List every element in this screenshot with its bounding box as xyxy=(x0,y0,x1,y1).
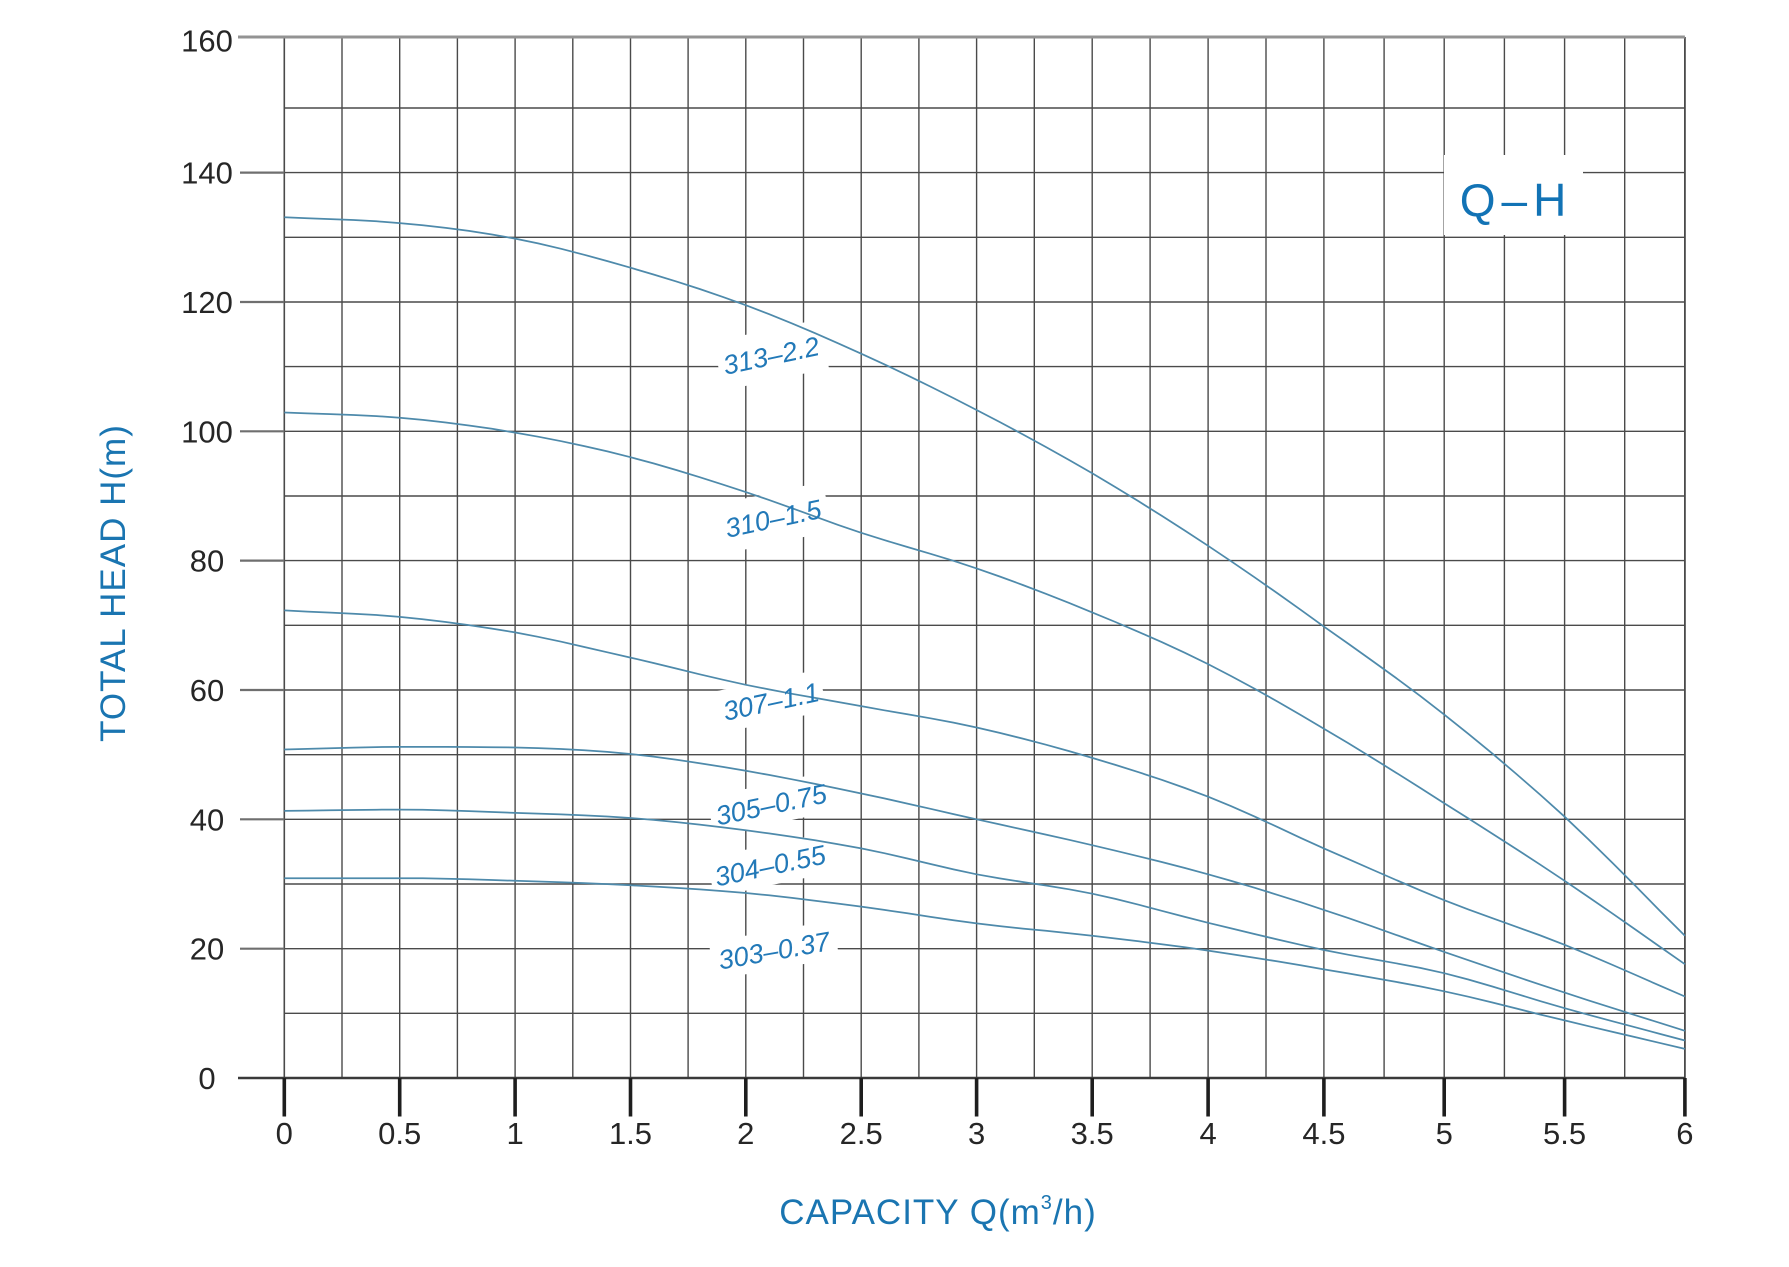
svg-text:CAPACITY Q(m3/h): CAPACITY Q(m3/h) xyxy=(779,1192,1097,1232)
svg-text:80: 80 xyxy=(190,544,224,579)
svg-text:100: 100 xyxy=(181,414,233,449)
svg-text:Q–H: Q–H xyxy=(1460,174,1573,226)
svg-text:40: 40 xyxy=(190,802,224,837)
svg-text:4.5: 4.5 xyxy=(1302,1116,1345,1151)
svg-text:0: 0 xyxy=(198,1061,215,1096)
svg-text:5.5: 5.5 xyxy=(1543,1116,1586,1151)
svg-text:4: 4 xyxy=(1199,1116,1216,1151)
svg-text:20: 20 xyxy=(190,932,224,967)
svg-text:TOTAL HEAD H(m): TOTAL HEAD H(m) xyxy=(94,424,133,742)
svg-text:60: 60 xyxy=(190,673,224,708)
svg-text:6: 6 xyxy=(1676,1116,1693,1151)
svg-text:0.5: 0.5 xyxy=(378,1116,421,1151)
svg-text:120: 120 xyxy=(181,285,233,320)
svg-text:140: 140 xyxy=(181,156,233,191)
svg-text:1.5: 1.5 xyxy=(609,1116,652,1151)
svg-text:1: 1 xyxy=(506,1116,523,1151)
svg-text:2.5: 2.5 xyxy=(840,1116,883,1151)
svg-text:3.5: 3.5 xyxy=(1071,1116,1114,1151)
svg-text:5: 5 xyxy=(1436,1116,1453,1151)
svg-text:2: 2 xyxy=(737,1116,754,1151)
svg-text:0: 0 xyxy=(276,1116,293,1151)
svg-text:3: 3 xyxy=(968,1116,985,1151)
svg-text:160: 160 xyxy=(181,24,233,59)
